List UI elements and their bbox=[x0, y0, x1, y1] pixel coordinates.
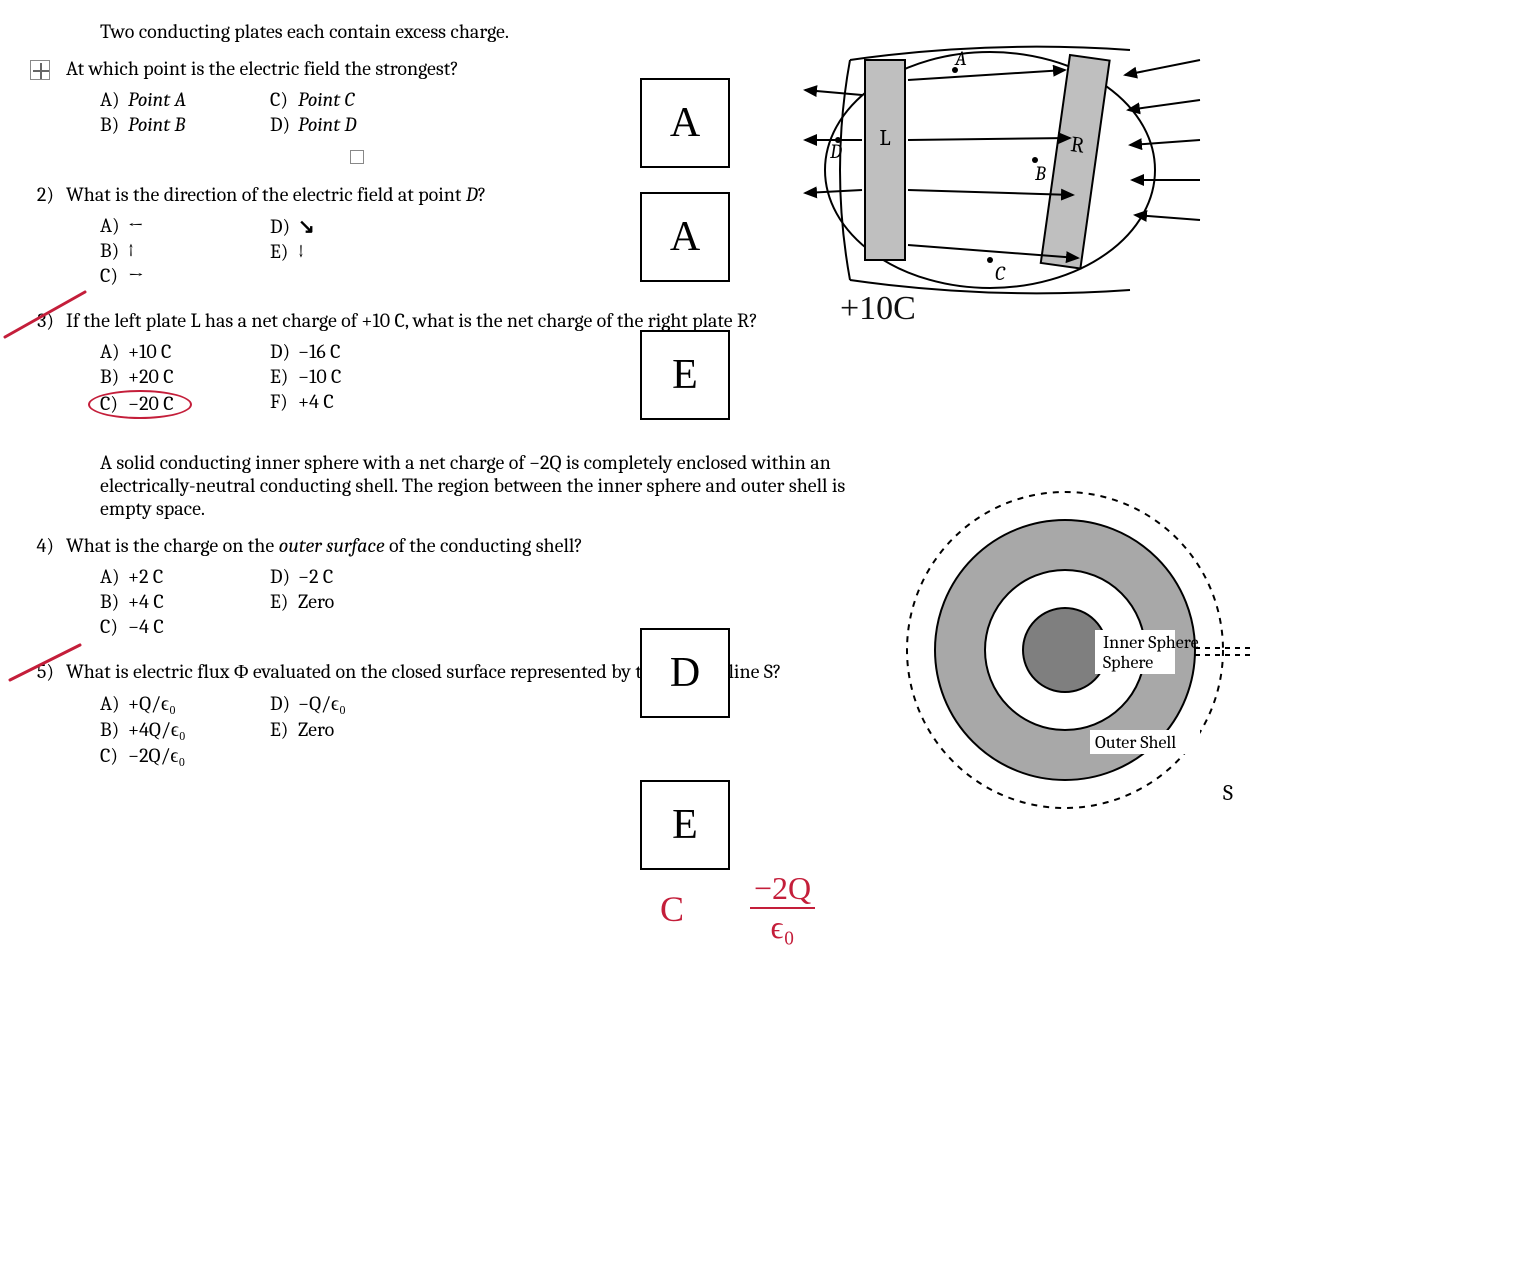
q5-options: A)+Q/ϵ₀ B)+4Q/ϵ₀ C)−2Q/ϵ₀ D)−Q/ϵ₀ E)Zero bbox=[100, 690, 880, 770]
q2-opt-d: ↘ bbox=[298, 215, 315, 238]
q3-opt-d: −16 C bbox=[298, 340, 341, 363]
q3-opt-c: −20 C bbox=[128, 392, 174, 415]
q3-opt-f: +4 C bbox=[298, 390, 334, 413]
svg-text:Outer Shell: Outer Shell bbox=[1095, 732, 1176, 753]
q5-opt-a: +Q/ϵ₀ bbox=[128, 692, 176, 715]
question-content: Two conducting plates each contain exces… bbox=[30, 20, 880, 770]
q1-options: A)Point A B)Point B C)Point C D)Point D bbox=[100, 86, 880, 138]
q3-opt-e: −10 C bbox=[298, 365, 341, 388]
q3-options: A)+10 C B)+20 C C)−20 C D)−16 C E)−10 C … bbox=[100, 338, 880, 421]
q3-opt-a: +10 C bbox=[128, 340, 171, 363]
answer-box-q1: A bbox=[640, 78, 730, 168]
q4-options: A)+2 C B)+4 C C)−4 C D)−2 C E)Zero bbox=[100, 563, 880, 640]
question-2: 2) What is the direction of the electric… bbox=[30, 183, 880, 206]
q4-opt-e: Zero bbox=[298, 590, 334, 613]
circled-option-c: C)−20 C bbox=[88, 390, 192, 419]
svg-text:L: L bbox=[879, 125, 890, 151]
q4-opt-a: +2 C bbox=[128, 565, 163, 588]
q4-opt-c: −4 C bbox=[128, 615, 164, 638]
q5-opt-b: +4Q/ϵ₀ bbox=[128, 718, 186, 741]
q1-opt-d: Point D bbox=[298, 113, 356, 136]
q2-opt-e: ↓ bbox=[298, 240, 304, 263]
q1-opt-b: Point B bbox=[128, 113, 185, 136]
q3-text: If the left plate L has a net charge of … bbox=[66, 309, 880, 332]
q1-text: At which point is the electric field the… bbox=[66, 57, 880, 80]
question-4: 4) What is the charge on the outer surfa… bbox=[30, 534, 880, 557]
q4-opt-b: +4 C bbox=[128, 590, 164, 613]
svg-text:C: C bbox=[995, 262, 1006, 285]
q4-text: What is the charge on the outer surface … bbox=[66, 534, 880, 557]
answer-box-q3: E bbox=[640, 330, 730, 420]
intro-text-2: A solid conducting inner sphere with a n… bbox=[100, 451, 890, 520]
q5-number: 5) bbox=[30, 660, 66, 683]
svg-text:D: D bbox=[829, 140, 842, 163]
q3-number: 3) bbox=[30, 309, 66, 332]
checkbox-icon[interactable] bbox=[350, 150, 364, 164]
svg-text:Inner Sphere: Inner Sphere bbox=[1103, 632, 1199, 653]
q2-number: 2) bbox=[30, 183, 66, 206]
question-5: 5) What is electric flux Φ evaluated on … bbox=[30, 660, 880, 684]
q5-text: What is electric flux Φ evaluated on the… bbox=[66, 660, 880, 684]
svg-text:A: A bbox=[954, 47, 967, 70]
figure-spheres: Inner Sphere Sphere Outer Shell S bbox=[895, 480, 1255, 845]
q2-opt-c: → bbox=[128, 264, 144, 287]
annotation-fraction: −2Q ϵ₀ bbox=[750, 870, 815, 946]
q4-opt-d: −2 C bbox=[298, 565, 333, 588]
q2-options: A)← B)↑ C)→ D)↘ E)↓ bbox=[100, 212, 880, 289]
q2-opt-b: ↑ bbox=[128, 239, 134, 262]
svg-text:Sphere: Sphere bbox=[1103, 652, 1153, 673]
q1-opt-a: Point A bbox=[128, 88, 186, 111]
q5-opt-e: Zero bbox=[298, 718, 334, 741]
answer-box-q5: E bbox=[640, 780, 730, 870]
question-3: 3) If the left plate L has a net charge … bbox=[30, 309, 880, 332]
annotation-letter-c: C bbox=[660, 888, 684, 930]
q5-opt-d: −Q/ϵ₀ bbox=[298, 692, 346, 715]
q2-opt-a: ← bbox=[128, 214, 144, 237]
q1-opt-c: Point C bbox=[298, 88, 354, 111]
svg-text:S: S bbox=[1223, 780, 1233, 806]
q2-text: What is the direction of the electric fi… bbox=[66, 183, 880, 206]
q4-number: 4) bbox=[30, 534, 66, 557]
q5-opt-c: −2Q/ϵ₀ bbox=[128, 744, 185, 767]
move-icon[interactable] bbox=[30, 60, 50, 80]
intro-text-1: Two conducting plates each contain exces… bbox=[100, 20, 880, 43]
question-1: At which point is the electric field the… bbox=[30, 57, 880, 80]
answer-box-q2: A bbox=[640, 192, 730, 282]
q3-opt-b: +20 C bbox=[128, 365, 174, 388]
svg-text:B: B bbox=[1034, 162, 1046, 185]
figure-plates: L R A B C D bbox=[790, 30, 1210, 315]
answer-box-q4: D bbox=[640, 628, 730, 718]
